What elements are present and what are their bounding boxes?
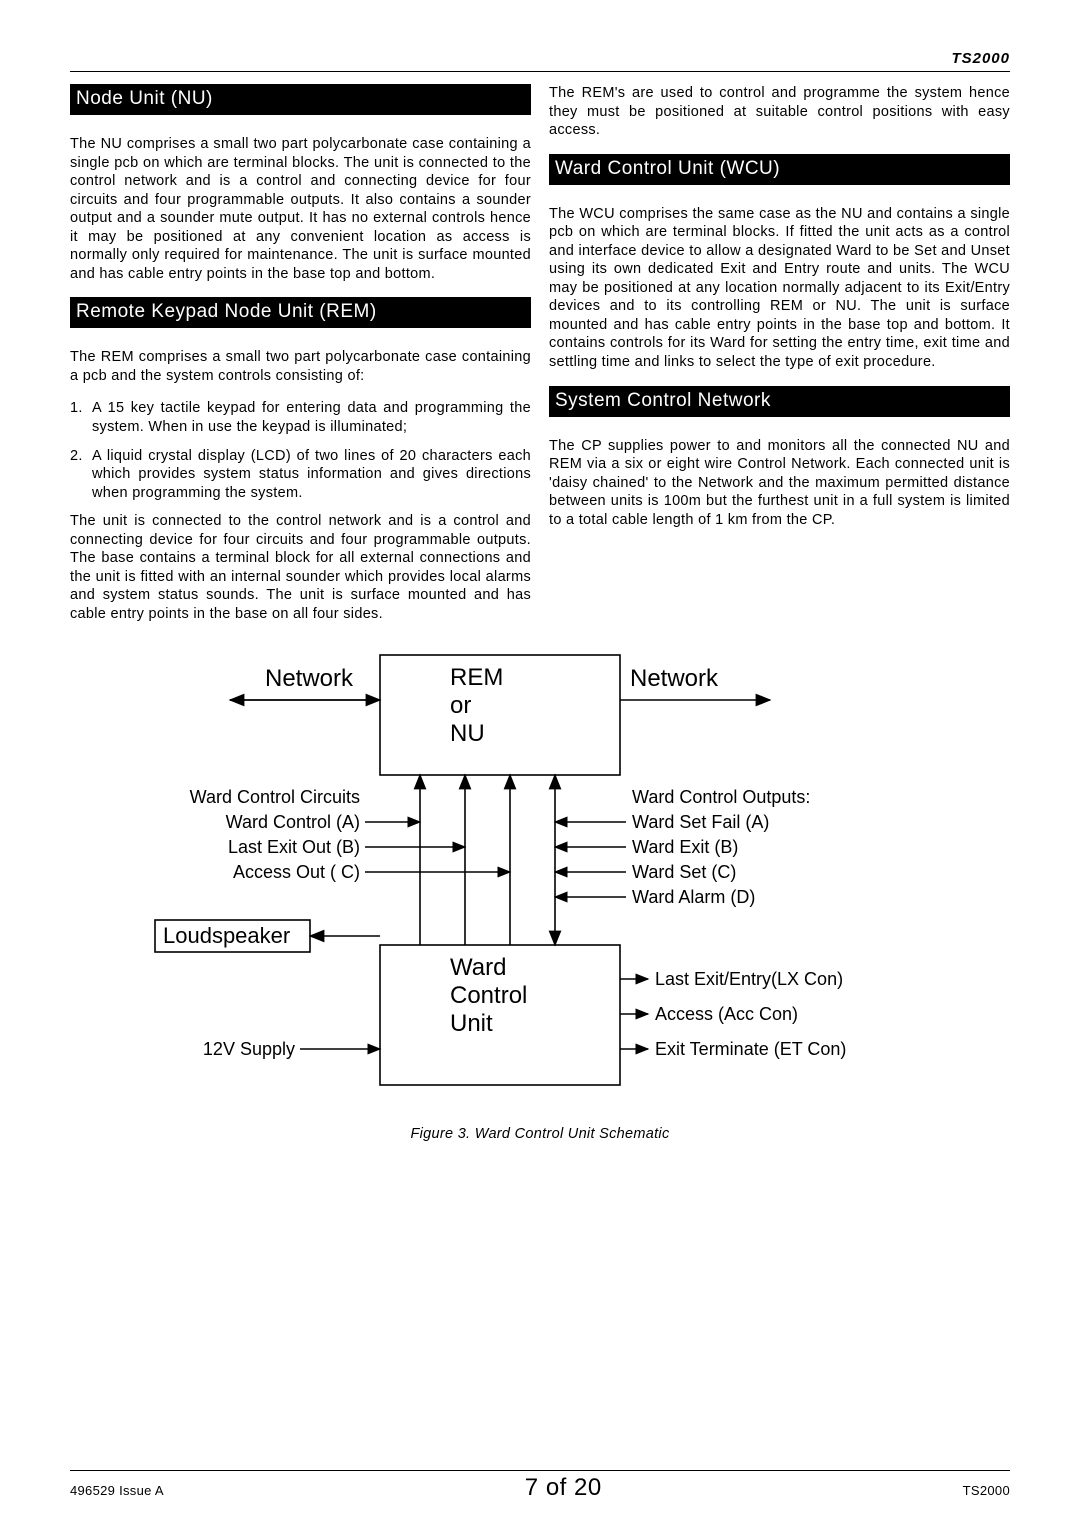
diagram-loudspeaker: Loudspeaker <box>163 923 290 948</box>
diagram-right-b: Ward Exit (B) <box>632 837 738 857</box>
diagram-left-c: Access Out ( C) <box>233 862 360 882</box>
two-column-layout: Node Unit (NU) The NU comprises a small … <box>70 84 1010 637</box>
diagram-con-1: Last Exit/Entry(LX Con) <box>655 969 843 989</box>
para-rem-2: The unit is connected to the control net… <box>70 512 531 623</box>
diagram-con-2: Access (Acc Con) <box>655 1004 798 1024</box>
diagram-left-title: Ward Control Circuits <box>190 787 360 807</box>
diagram-right-a: Ward Set Fail (A) <box>632 812 769 832</box>
diagram-left-a: Ward Control (A) <box>226 812 360 832</box>
diagram-rem: REM <box>450 664 503 691</box>
list-item-1-text: A 15 key tactile keypad for entering dat… <box>92 400 531 435</box>
footer-issue: 496529 Issue A <box>70 1483 164 1498</box>
heading-wcu: Ward Control Unit (WCU) <box>549 154 1010 185</box>
para-scn: The CP supplies power to and monitors al… <box>549 437 1010 530</box>
para-rem-placement: The REM's are used to control and progra… <box>549 84 1010 140</box>
list-item-2-text: A liquid crystal display (LCD) of two li… <box>92 448 531 501</box>
footer-product: TS2000 <box>963 1483 1010 1498</box>
para-wcu: The WCU comprises the same case as the N… <box>549 205 1010 372</box>
diagram-right-d: Ward Alarm (D) <box>632 887 755 907</box>
heading-scn: System Control Network <box>549 386 1010 417</box>
footer-page: 7 of 20 <box>525 1474 602 1502</box>
left-column: Node Unit (NU) The NU comprises a small … <box>70 84 531 637</box>
right-column: The REM's are used to control and progra… <box>549 84 1010 637</box>
diagram-or: or <box>450 692 471 719</box>
diagram-network-right: Network <box>630 665 719 692</box>
heading-node-unit: Node Unit (NU) <box>70 84 531 115</box>
diagram-con-3: Exit Terminate (ET Con) <box>655 1039 846 1059</box>
diagram-supply: 12V Supply <box>203 1039 295 1059</box>
diagram-left-b: Last Exit Out (B) <box>228 837 360 857</box>
diagram-wcu-schematic: REM or NU Network Network Ward Control U… <box>70 645 1010 1142</box>
figure-caption: Figure 3. Ward Control Unit Schematic <box>70 1126 1010 1142</box>
diagram-wcu-3: Unit <box>450 1010 493 1037</box>
diagram-wcu-1: Ward <box>450 954 506 981</box>
page-footer: 496529 Issue A 7 of 20 TS2000 <box>70 1470 1010 1502</box>
header-product: TS2000 <box>70 50 1010 67</box>
para-nu: The NU comprises a small two part polyca… <box>70 135 531 283</box>
list-item-1: 1.A 15 key tactile keypad for entering d… <box>70 399 531 436</box>
diagram-network-left: Network <box>265 665 354 692</box>
diagram-right-c: Ward Set (C) <box>632 862 736 882</box>
heading-rem: Remote Keypad Node Unit (REM) <box>70 297 531 328</box>
list-item-2: 2.A liquid crystal display (LCD) of two … <box>70 447 531 503</box>
diagram-wcu-2: Control <box>450 982 527 1009</box>
top-rule <box>70 71 1010 72</box>
para-rem-intro: The REM comprises a small two part polyc… <box>70 348 531 385</box>
diagram-nu: NU <box>450 720 485 747</box>
diagram-right-title: Ward Control Outputs: <box>632 787 810 807</box>
